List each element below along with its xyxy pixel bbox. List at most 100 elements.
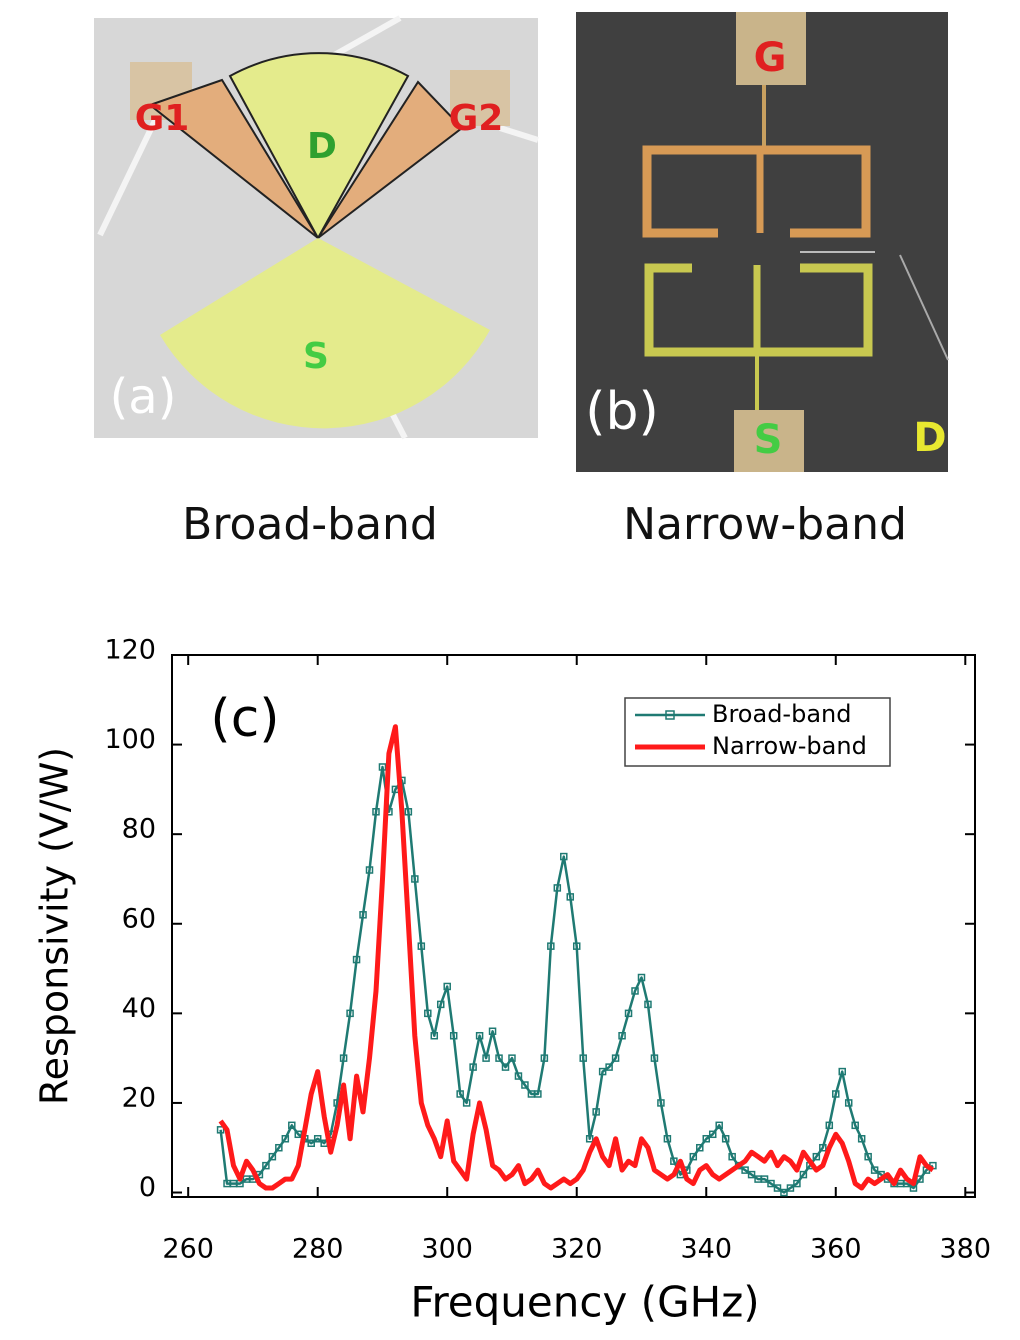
wire <box>499 125 539 143</box>
data-point <box>495 1054 503 1062</box>
pad <box>450 70 510 126</box>
gate-electrode <box>147 78 319 239</box>
data-point <box>721 1135 730 1143</box>
gate-electrode <box>317 80 464 239</box>
y-tick-label: 100 <box>104 724 156 755</box>
data-point <box>663 1135 672 1143</box>
data-point <box>404 808 413 816</box>
data-point <box>793 1179 801 1188</box>
data-point <box>799 1170 808 1179</box>
data-point <box>708 1130 717 1139</box>
data-point <box>832 1090 840 1098</box>
data-point <box>521 1081 529 1089</box>
data-point <box>657 1099 665 1107</box>
legend-label: Narrow-band <box>712 732 867 760</box>
data-point <box>514 1072 523 1080</box>
data-point <box>268 1152 277 1161</box>
panel-label: (c) <box>210 689 279 749</box>
data-point <box>359 911 367 919</box>
data-point <box>275 1143 283 1152</box>
terminal-label: G2 <box>449 98 504 139</box>
x-tick-label: 320 <box>551 1234 603 1265</box>
data-point <box>631 987 639 995</box>
data-point <box>469 1063 477 1071</box>
wire <box>899 254 949 361</box>
legend-marker <box>665 710 675 720</box>
data-point <box>411 875 419 883</box>
data-point <box>760 1175 769 1183</box>
data-point <box>372 808 380 816</box>
legend-box <box>624 697 891 767</box>
data-point <box>553 884 562 892</box>
data-point <box>819 1143 827 1152</box>
data-point <box>281 1135 290 1143</box>
source-electrode <box>160 238 490 429</box>
panel-label: (a) <box>110 369 177 425</box>
y-tick-label: 40 <box>122 993 156 1024</box>
y-tick-label: 60 <box>122 903 156 934</box>
data-point <box>585 1135 594 1143</box>
wire <box>97 108 163 237</box>
panel-label: (b) <box>585 382 659 442</box>
panel-a: G1 D G2 S (a) Broad-band <box>94 15 539 550</box>
data-point <box>462 1099 471 1107</box>
data-point <box>288 1121 296 1130</box>
data-point <box>812 1152 821 1161</box>
data-point <box>851 1121 859 1130</box>
data-point <box>339 1054 348 1062</box>
data-point <box>689 1152 698 1161</box>
panel-b: G S D (b) Narrow-band <box>576 12 949 550</box>
data-point <box>378 763 387 771</box>
data-point <box>424 1009 432 1018</box>
y-tick-label: 0 <box>139 1172 156 1203</box>
data-point <box>696 1143 704 1152</box>
data-point <box>508 1054 516 1062</box>
data-point <box>650 1054 659 1062</box>
data-point <box>844 1099 853 1107</box>
terminal-label: G1 <box>135 98 190 139</box>
data-point <box>864 1152 872 1161</box>
data-point <box>443 982 451 991</box>
data-point <box>449 1031 458 1040</box>
x-tick-label: 300 <box>421 1234 473 1265</box>
pad <box>736 12 806 85</box>
terminal-label: D <box>913 415 946 461</box>
data-point <box>352 955 361 964</box>
data-point <box>475 1031 484 1040</box>
data-point <box>637 973 646 982</box>
data-point <box>598 1067 607 1076</box>
caption: Broad-band <box>182 499 438 550</box>
legend-label: Broad-band <box>712 700 851 728</box>
data-point <box>307 1139 315 1147</box>
terminal-label: G <box>754 35 787 81</box>
data-point <box>456 1090 464 1098</box>
data-point <box>767 1179 775 1188</box>
y-tick-label: 120 <box>104 635 156 666</box>
data-point <box>566 893 575 901</box>
data-point <box>747 1170 756 1179</box>
pad <box>734 410 804 472</box>
y-axis-label: Responsivity (V/W) <box>33 747 77 1105</box>
y-tick-label: 20 <box>122 1082 156 1113</box>
data-point <box>501 1063 510 1071</box>
data-point <box>436 1000 445 1009</box>
data-point <box>825 1121 834 1130</box>
x-tick-label: 380 <box>940 1234 992 1265</box>
terminal-label: S <box>754 417 783 463</box>
data-point <box>262 1161 270 1170</box>
data-point <box>773 1184 782 1192</box>
data-point <box>702 1135 711 1143</box>
drain-electrode <box>228 52 410 241</box>
data-point <box>482 1054 490 1062</box>
x-tick-label: 360 <box>810 1234 862 1265</box>
data-point <box>572 942 581 950</box>
data-point <box>857 1135 866 1143</box>
data-point <box>870 1166 879 1174</box>
data-point <box>605 1063 613 1071</box>
data-point <box>216 1126 225 1134</box>
data-point <box>618 1031 626 1040</box>
series-line <box>218 724 935 1191</box>
x-tick-label: 260 <box>162 1234 214 1265</box>
